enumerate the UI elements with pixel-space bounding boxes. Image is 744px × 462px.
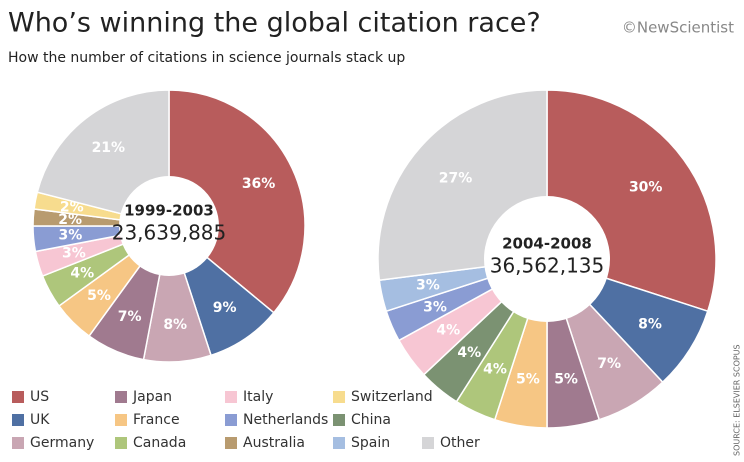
slice-label: 3% (59, 227, 83, 243)
legend-label: Italy (243, 389, 273, 405)
legend-swatch (333, 437, 345, 449)
slice-label: 30% (629, 179, 663, 195)
legend-label: Switzerland (351, 389, 433, 405)
pie-slice (168, 89, 306, 314)
legend-swatch (12, 391, 24, 403)
legend-label: Australia (243, 435, 305, 451)
legend-swatch (225, 414, 237, 426)
legend-label: UK (30, 412, 50, 428)
legend-label: US (30, 389, 49, 405)
legend-swatch (12, 414, 24, 426)
legend-label: Other (440, 435, 480, 451)
slice-label: 36% (242, 176, 276, 192)
slice-label: 2% (58, 212, 82, 228)
slice-label: 5% (87, 288, 111, 304)
slice-label: 3% (416, 278, 440, 294)
legend-swatch (333, 414, 345, 426)
slice-label: 9% (213, 300, 237, 316)
slice-label: 5% (516, 371, 540, 387)
slice-label: 4% (483, 361, 507, 377)
center-label: 2004-2008 (502, 235, 592, 253)
chart-title: Who’s winning the global citation race? (8, 8, 541, 39)
center-total: 23,639,885 (112, 221, 227, 245)
slice-label: 8% (638, 316, 662, 332)
slice-label: 4% (436, 323, 460, 339)
legend-label: Netherlands (243, 412, 328, 428)
center-total: 36,562,135 (490, 254, 605, 278)
slice-label: 7% (118, 309, 142, 325)
slice-label: 27% (439, 170, 473, 186)
legend-label: Canada (133, 435, 186, 451)
slice-label: 5% (554, 371, 578, 387)
legend-label: Germany (30, 435, 94, 451)
slice-label: 8% (163, 317, 187, 333)
legend-label: Japan (132, 389, 172, 405)
slice-label: 3% (62, 246, 86, 262)
center-label: 1999-2003 (124, 202, 214, 220)
slice-label: 3% (423, 299, 447, 315)
legend-label: France (133, 412, 180, 428)
legend-swatch (333, 391, 345, 403)
donut-hole (484, 196, 610, 322)
slice-label: 21% (92, 140, 126, 156)
slice-label: 7% (597, 356, 621, 372)
legend-swatch (115, 414, 127, 426)
legend-swatch (115, 391, 127, 403)
legend-label: Spain (351, 435, 390, 451)
legend-swatch (12, 437, 24, 449)
slice-label: 2% (60, 199, 84, 215)
legend-label: China (351, 412, 391, 428)
legend-swatch (225, 391, 237, 403)
legend-swatch (115, 437, 127, 449)
chart-subtitle: How the number of citations in science j… (8, 50, 405, 66)
legend-swatch (422, 437, 434, 449)
credit: ©NewScientist (622, 19, 734, 37)
slice-label: 4% (457, 345, 481, 361)
source: SOURCE: ELSEVIER SCOPUS (733, 344, 742, 456)
donut-hole (119, 176, 219, 276)
slice-label: 4% (70, 266, 94, 282)
legend-swatch (225, 437, 237, 449)
